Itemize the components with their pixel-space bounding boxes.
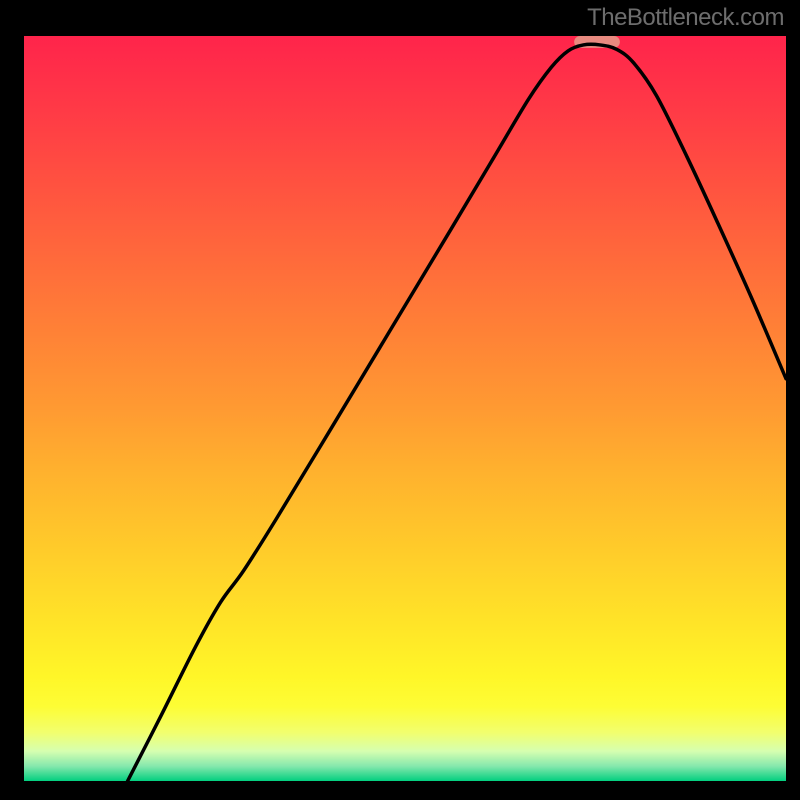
gradient-background	[24, 36, 786, 781]
chart-svg	[24, 36, 786, 781]
chart-container: TheBottleneck.com	[0, 0, 800, 800]
watermark-text: TheBottleneck.com	[587, 4, 784, 32]
plot-area	[24, 36, 786, 781]
